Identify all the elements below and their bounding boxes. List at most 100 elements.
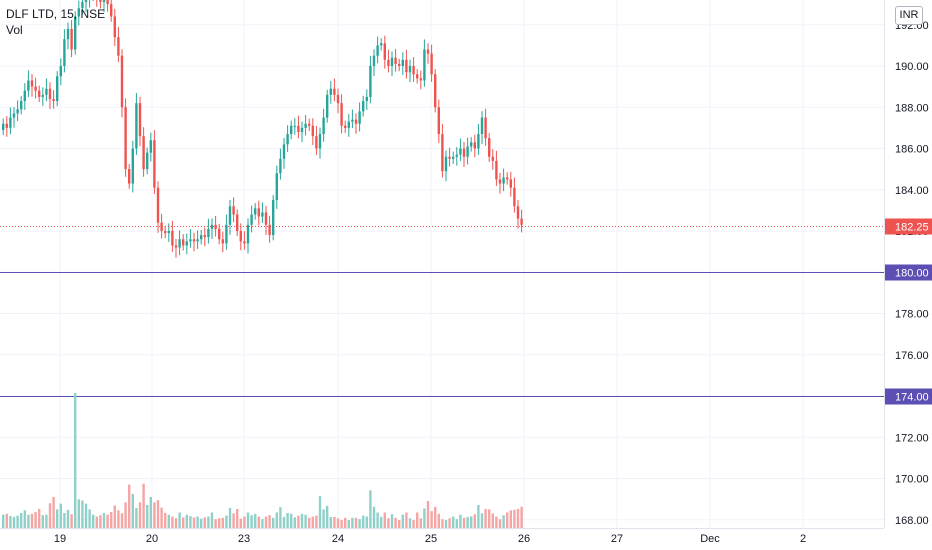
candle-body [203, 235, 206, 238]
candle-body [239, 231, 242, 242]
candle-body [45, 88, 48, 95]
volume-bar [34, 512, 37, 528]
time-tick-label: 19 [54, 533, 66, 545]
volume-bar [225, 515, 228, 528]
time-tick-label: 25 [425, 533, 437, 545]
candle-body [473, 142, 476, 149]
candlesticks [2, 0, 523, 258]
price-tick-label: 184.00 [895, 185, 929, 197]
candle-body [340, 103, 343, 126]
volume-bar [160, 507, 163, 528]
time-tick-label: 26 [518, 533, 530, 545]
volume-bar [210, 512, 214, 528]
candle-body [520, 218, 523, 225]
candle-body [286, 134, 289, 145]
volume-bar [398, 520, 401, 528]
volume-bar [81, 500, 84, 528]
volume-bar [387, 518, 390, 528]
time-tick-label: Dec [700, 533, 720, 545]
candle-body [142, 136, 145, 170]
candle-body [138, 103, 142, 137]
candle-body [441, 134, 444, 172]
time-axis-bg [0, 528, 884, 550]
candle-body [182, 239, 185, 246]
volume-bar [70, 514, 73, 528]
candle-body [131, 148, 134, 184]
candle-body [117, 37, 120, 56]
volume-indicator-label[interactable]: Vol [6, 23, 23, 37]
volume-bar [315, 515, 318, 528]
candle-body [102, 0, 106, 3]
volume-bar [405, 512, 408, 528]
candle-body [430, 53, 433, 75]
volume-bar [77, 499, 80, 528]
candle-body [300, 127, 304, 132]
symbol-title[interactable]: DLF LTD, 15, NSE [6, 7, 106, 21]
volume-bar [369, 490, 372, 528]
volume-bar [66, 509, 70, 528]
candle-body [200, 235, 203, 240]
volume-bar [491, 513, 494, 528]
candle-body [394, 57, 397, 64]
volume-bar [2, 514, 5, 528]
volume-bar [92, 514, 95, 528]
candle-body [308, 123, 311, 126]
volume-bar [408, 518, 412, 528]
currency-badge[interactable]: INR [895, 6, 923, 25]
candle-body [484, 117, 487, 139]
last-price-label: 182.25 [895, 222, 929, 234]
candle-body [488, 138, 491, 157]
volume-bar [135, 508, 138, 528]
candle-body [462, 148, 466, 157]
candle-body [333, 88, 336, 95]
candle-body [405, 59, 408, 73]
volume-bar [506, 512, 509, 528]
candle-body [81, 2, 84, 9]
volume-bar [351, 517, 354, 528]
candle-body [437, 107, 440, 135]
candle-body [27, 80, 30, 91]
candle-body [41, 94, 44, 97]
volume-bar [48, 503, 52, 528]
candle-body [106, 0, 109, 5]
volume-bar [308, 517, 311, 528]
candle-body [448, 156, 451, 159]
volume-bar [272, 517, 275, 528]
time-tick-label: 2 [800, 533, 806, 545]
candle-body [365, 96, 368, 102]
volume-bar [336, 518, 340, 528]
candle-body [120, 55, 124, 108]
volume-bar [459, 514, 462, 528]
candle-body [419, 78, 422, 81]
candle-body [282, 144, 286, 159]
candle-body [9, 117, 12, 128]
volume-bar [300, 513, 304, 528]
time-axis[interactable]: 19 20 23 24 25 26 27 Dec 2 [0, 528, 884, 550]
volume-bar [412, 520, 415, 528]
candle-body [38, 90, 41, 97]
candle-body [236, 214, 239, 231]
candle-body [480, 117, 484, 135]
candle-body [192, 239, 196, 242]
volume-bar [250, 515, 253, 528]
candle-body [459, 148, 462, 155]
price-tick-label: 176.00 [895, 350, 929, 362]
price-tick-label: 168.00 [895, 515, 929, 527]
volume-bar [455, 519, 458, 528]
chart-legend: DLF LTD, 15, NSE Vol [6, 6, 105, 38]
volume-bar [466, 516, 469, 528]
candle-body [48, 88, 52, 99]
candle-body [207, 228, 210, 238]
candle-body [329, 88, 332, 95]
volume-bar [282, 516, 286, 528]
candle-body [416, 74, 419, 79]
volume-bar [268, 515, 271, 528]
volume-bar [344, 517, 347, 528]
volume-bar [333, 516, 336, 528]
price-axis[interactable]: 168.00 170.00 172.00 174.00 176.00 178.00 180.… [884, 0, 932, 550]
volume-bar [279, 507, 282, 528]
volume-bar [149, 497, 152, 528]
candle-body [434, 74, 437, 108]
candle-body [66, 28, 70, 40]
